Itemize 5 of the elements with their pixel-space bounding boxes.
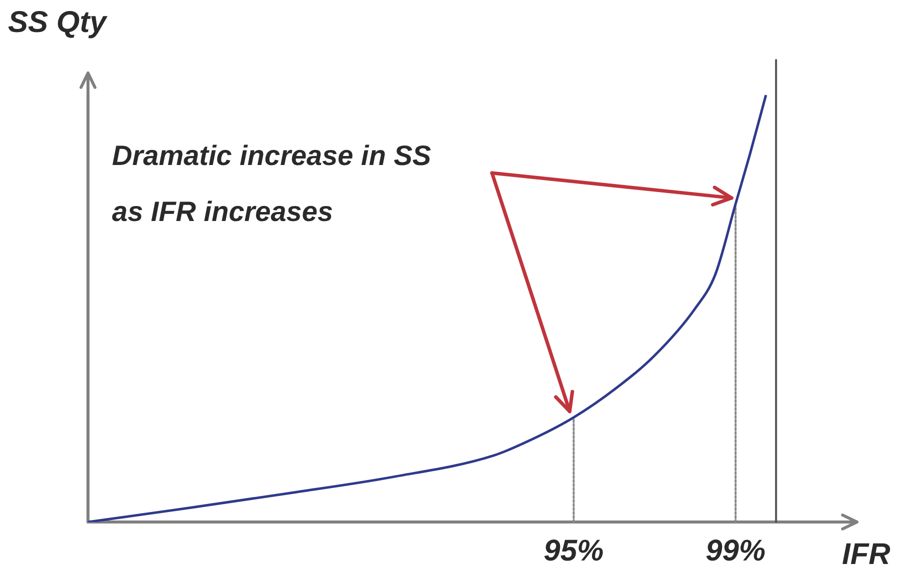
x-tick-label: 95% xyxy=(544,534,604,568)
annotation: Dramatic increase in SS as IFR increases xyxy=(112,139,432,229)
x-tick-label: 99% xyxy=(706,534,766,568)
x-axis-title: IFR xyxy=(842,538,890,572)
y-axis-title: SS Qty xyxy=(8,6,106,40)
